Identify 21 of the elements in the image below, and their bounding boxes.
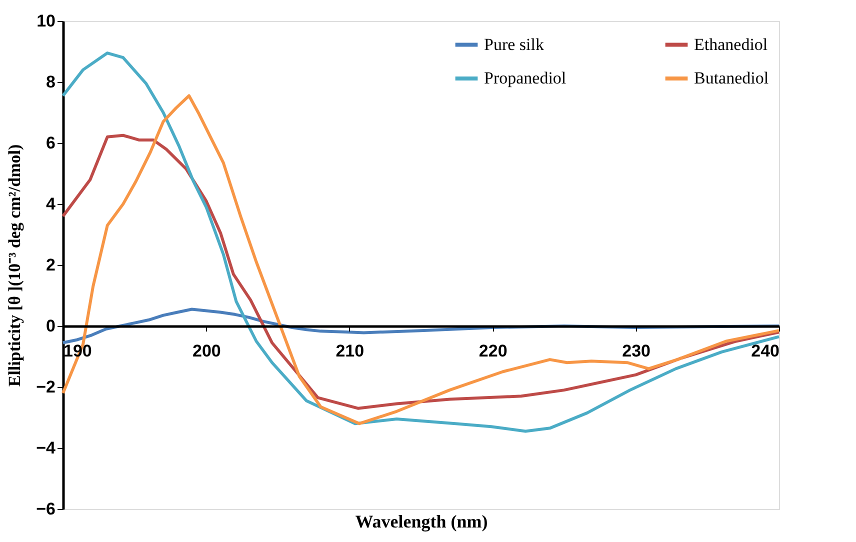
x-tick-label: 220 bbox=[478, 342, 508, 360]
y-tick-label: 10 bbox=[36, 12, 56, 30]
legend-label: Propanediol bbox=[484, 68, 566, 88]
legend-label: Butanediol bbox=[694, 68, 769, 88]
y-tick-label: 6 bbox=[46, 134, 56, 152]
y-tick-label: −4 bbox=[36, 438, 56, 458]
x-tick-label: 200 bbox=[192, 342, 221, 360]
y-tick-label: 2 bbox=[46, 256, 56, 274]
y-tick-label: −6 bbox=[36, 500, 56, 518]
legend-label: Pure silk bbox=[484, 34, 544, 54]
line-series bbox=[62, 308, 780, 344]
y-tick-label: 8 bbox=[46, 72, 56, 92]
x-tick-label: 240 bbox=[751, 342, 780, 360]
y-tick-label: 0 bbox=[46, 316, 56, 336]
x-tick-label: 210 bbox=[336, 342, 364, 360]
x-tick-label: 230 bbox=[622, 342, 650, 360]
y-axis-title: Ellipticity [θ ](10⁻³ deg cm²/dmol) bbox=[5, 144, 24, 387]
y-tick-label: −2 bbox=[36, 378, 56, 396]
legend-label: Ethanediol bbox=[694, 34, 768, 54]
x-axis-title: Wavelength (nm) bbox=[355, 512, 488, 532]
y-tick-label: 4 bbox=[46, 194, 56, 214]
